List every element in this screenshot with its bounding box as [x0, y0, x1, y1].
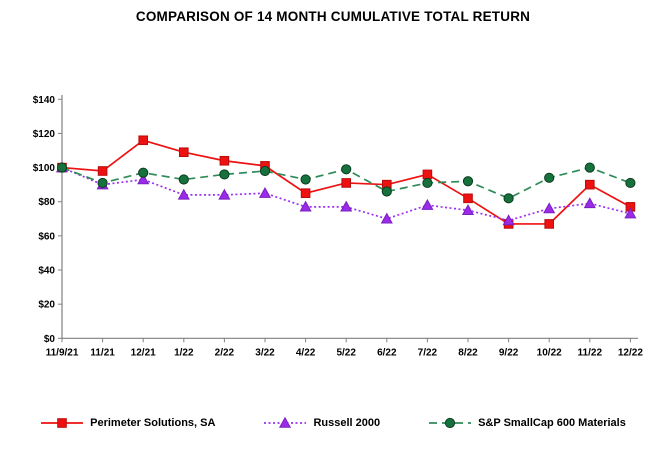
data-point-triangle [279, 416, 292, 428]
x-axis-tick-label: 12/21 [131, 347, 156, 358]
y-axis-tick-label: $60 [38, 231, 55, 242]
data-point-triangle [299, 200, 312, 212]
data-point-square [463, 193, 473, 204]
x-axis-tick-label: 8/22 [458, 347, 478, 358]
data-point-square [300, 188, 311, 198]
y-axis-tick-label: $0 [44, 334, 56, 345]
x-axis-tick-label: 10/22 [537, 347, 562, 358]
y-axis-tick-label: $80 [38, 197, 55, 208]
legend-label: S&P SmallCap 600 Materials [478, 417, 626, 429]
line-chart: $0 $20 $40 $60 $80 $100 $120 $140 11/9/21 11/21 12… [33, 95, 644, 358]
legend-item: S&P SmallCap 600 Materials [428, 416, 626, 430]
data-point-circle [584, 162, 595, 173]
x-axis-tick-label: 4/22 [296, 347, 316, 358]
data-point-circle [462, 176, 474, 187]
data-point-circle [625, 177, 636, 189]
data-point-triangle [380, 212, 393, 224]
data-point-circle [381, 186, 392, 197]
x-axis-tick-label: 5/22 [336, 347, 356, 358]
data-point-triangle [218, 188, 231, 200]
x-axis-tick-label: 11/22 [578, 347, 603, 358]
chart-legend: Perimeter Solutions, SA Russell 2000 S&P S… [0, 416, 666, 430]
x-axis-tick-label: 6/22 [377, 347, 397, 358]
data-point-square [219, 155, 230, 166]
data-point-square [544, 219, 555, 229]
data-point-circle [97, 177, 108, 189]
chart-title: COMPARISON OF 14 MONTH CUMULATIVE TOTAL … [135, 9, 531, 24]
legend-marker-triangle-icon [264, 416, 307, 428]
legend-item: Russell 2000 [263, 416, 380, 430]
data-point-square [179, 147, 189, 158]
x-axis-tick-label: 1/22 [174, 347, 194, 358]
x-axis-tick-label: 12/22 [618, 347, 643, 358]
data-point-circle [259, 165, 271, 177]
legend-marker-square-icon [41, 418, 84, 428]
data-point-triangle [583, 197, 596, 209]
data-point-square [57, 418, 67, 428]
y-axis-tick-label: $100 [33, 163, 56, 174]
data-point-square [422, 169, 433, 180]
data-point-circle [178, 174, 189, 185]
legend-label: Russell 2000 [313, 417, 381, 429]
x-axis-tick-label: 2/22 [215, 347, 235, 358]
data-point-triangle [624, 207, 637, 219]
data-point-circle [219, 169, 230, 180]
y-axis-tick-label: $120 [33, 129, 56, 140]
data-point-circle [422, 177, 433, 189]
data-point-circle [503, 193, 514, 204]
legend-label: Perimeter Solutions, SA [90, 417, 216, 429]
data-point-circle [138, 167, 149, 178]
data-point-square [97, 166, 108, 176]
data-point-square [341, 178, 351, 188]
data-point-circle [544, 172, 555, 183]
data-point-triangle [177, 188, 190, 200]
legend-item: Perimeter Solutions, SA [40, 416, 215, 430]
data-point-circle [341, 164, 352, 175]
x-axis-tick-label: 7/22 [418, 347, 438, 358]
data-point-triangle [421, 198, 434, 210]
data-point-circle [56, 162, 68, 173]
data-point-triangle [461, 204, 475, 215]
data-point-triangle [502, 214, 515, 226]
data-point-circle [444, 417, 456, 429]
data-point-triangle [543, 202, 556, 214]
y-axis-tick-label: $40 [38, 266, 55, 277]
x-axis-tick-label: 11/9/21 [46, 347, 79, 358]
data-point-triangle [340, 200, 353, 212]
data-point-triangle [137, 173, 150, 185]
x-axis-tick-label: 11/21 [90, 347, 115, 358]
legend-marker-circle-icon [429, 417, 472, 429]
data-point-square [138, 135, 148, 146]
y-axis-tick-label: $20 [38, 300, 55, 311]
y-axis-tick-label: $140 [33, 95, 56, 106]
data-point-triangle [258, 186, 272, 198]
x-axis-tick-label: 3/22 [255, 347, 275, 358]
data-point-circle [300, 174, 311, 185]
data-point-square [585, 179, 595, 190]
x-axis-tick-label: 9/22 [499, 347, 519, 358]
